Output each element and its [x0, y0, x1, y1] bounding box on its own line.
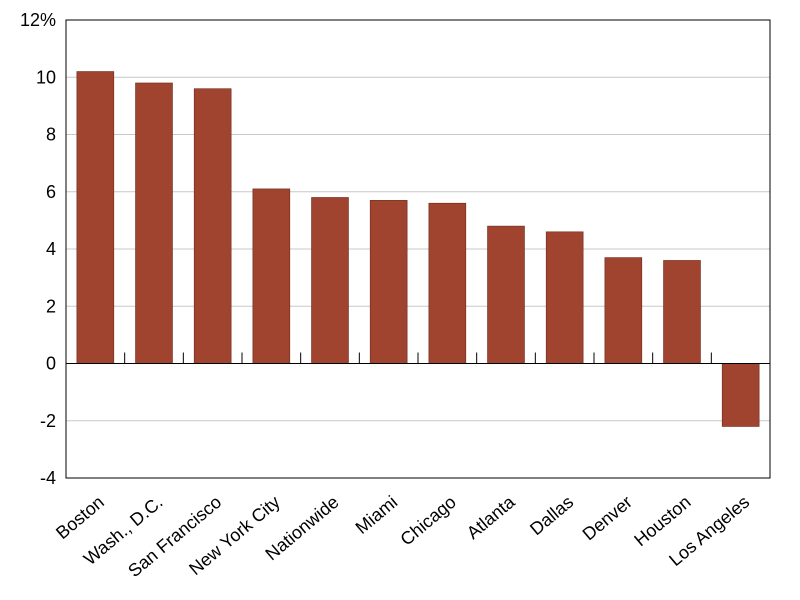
- gridlines: [66, 76, 770, 422]
- y-tick-label: 10: [36, 67, 56, 87]
- x-tick-label: Denver: [579, 492, 636, 545]
- bar: [311, 197, 349, 364]
- bar: [487, 225, 525, 364]
- bar: [604, 257, 643, 364]
- bar: [76, 71, 115, 364]
- bar: [369, 200, 408, 364]
- x-tick-marks: [124, 352, 712, 364]
- y-tick-label: 4: [46, 239, 56, 259]
- y-tick-label: 0: [46, 354, 56, 374]
- bar: [428, 202, 467, 364]
- y-tick-labels: -4 -2 0 2 4 6 8 10 12%: [20, 10, 56, 488]
- bar: [252, 188, 291, 364]
- x-tick-label: Atlanta: [463, 491, 520, 543]
- bar: [721, 363, 760, 427]
- x-tick-label: Chicago: [396, 492, 459, 550]
- x-tick-label: Miami: [352, 492, 402, 538]
- bar: [545, 231, 584, 364]
- y-tick-label: 12%: [20, 10, 56, 30]
- x-tick-label: Boston: [52, 492, 108, 543]
- y-tick-label: 2: [46, 296, 56, 316]
- y-tick-label: 6: [46, 182, 56, 202]
- x-tick-label: Dallas: [526, 492, 577, 539]
- bar: [135, 82, 173, 364]
- bars: [76, 71, 760, 427]
- bar: [193, 88, 232, 364]
- bar: [663, 260, 701, 364]
- y-tick-label: -4: [40, 468, 56, 488]
- y-tick-label: -2: [40, 411, 56, 431]
- y-tick-label: 8: [46, 125, 56, 145]
- plot-frame: [65, 19, 771, 479]
